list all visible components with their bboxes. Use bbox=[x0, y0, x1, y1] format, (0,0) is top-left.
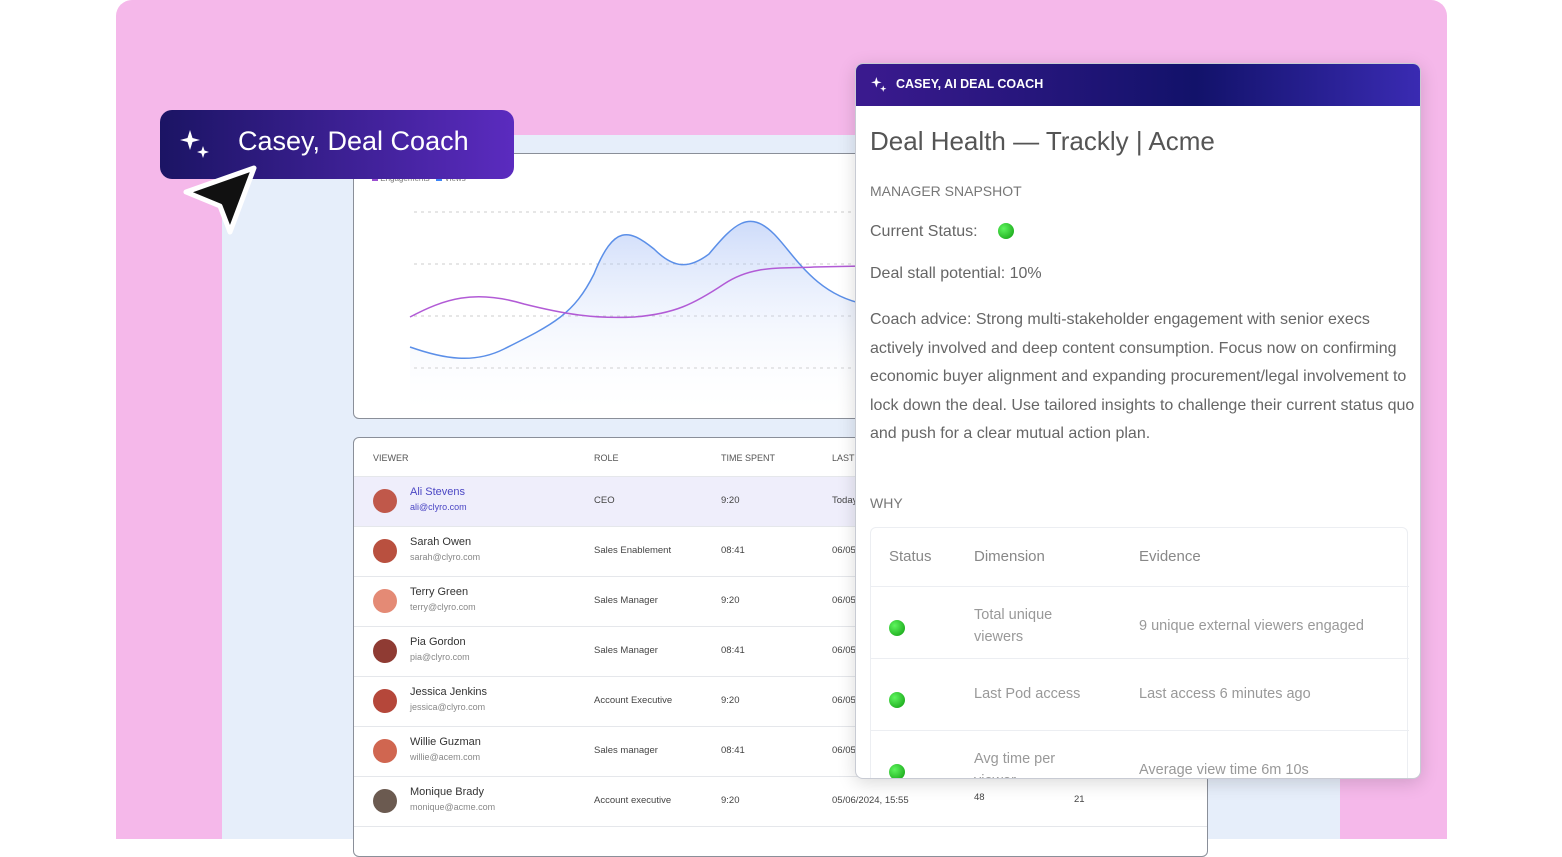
panel-header: CASEY, AI DEAL COACH bbox=[856, 64, 1420, 106]
role: Sales manager bbox=[594, 745, 658, 756]
avatar bbox=[373, 489, 397, 513]
cursor bbox=[183, 165, 257, 235]
role: Account executive bbox=[594, 795, 672, 806]
why-label: WHY bbox=[870, 495, 903, 511]
why-header: Status bbox=[889, 548, 932, 565]
role: Sales Enablement bbox=[594, 545, 672, 556]
status-dot bbox=[998, 223, 1014, 239]
why-row: Avg time per viewer Average view time 6m … bbox=[871, 730, 1409, 778]
status-label: Current Status: bbox=[870, 223, 978, 240]
avatar bbox=[373, 739, 397, 763]
why-header: Dimension bbox=[974, 548, 1045, 565]
viewer-email: sarah@clyro.com bbox=[410, 552, 481, 562]
last-viewed: 05/06/2024, 15:55 bbox=[832, 795, 909, 806]
table-row: Willie Guzman willie@acem.com Sales manage… bbox=[354, 726, 1207, 776]
avatar bbox=[373, 539, 397, 563]
sparkle-icon bbox=[871, 77, 887, 92]
column-header: TIME SPENT bbox=[721, 453, 776, 463]
viewer-name: Monique Brady bbox=[410, 786, 484, 798]
section-label: MANAGER SNAPSHOT bbox=[870, 183, 1022, 199]
time-spent: 9:20 bbox=[721, 595, 740, 606]
viewer-email: terry@clyro.com bbox=[410, 602, 476, 612]
why-table: Status Dimension Evidence Total unique view… bbox=[870, 527, 1409, 778]
viewer-name: Ali Stevens bbox=[410, 486, 466, 498]
evidence: 9 unique external viewers engaged bbox=[1139, 618, 1364, 634]
badge-label: Casey, Deal Coach bbox=[238, 126, 469, 156]
table-row: Jessica Jenkins jessica@clyro.com Account … bbox=[354, 676, 1207, 726]
role: Sales Manager bbox=[594, 595, 658, 606]
dimension: Last Pod access bbox=[974, 686, 1081, 702]
viewer-name: Terry Green bbox=[410, 586, 469, 598]
time-spent: 9:20 bbox=[721, 495, 740, 506]
dimension: Avg time per viewer bbox=[974, 751, 1056, 778]
status-dot bbox=[889, 692, 905, 708]
why-row: Last Pod access Last access 6 minutes ago bbox=[871, 658, 1409, 730]
viewer-email: monique@acme.com bbox=[410, 802, 496, 812]
advice: Coach advice: Strong multi-stakeholder e… bbox=[870, 311, 1415, 442]
chart-card: Engagements Views bbox=[353, 153, 873, 420]
viewer-name: Pia Gordon bbox=[410, 636, 466, 648]
avatar bbox=[373, 639, 397, 663]
table-row: Pia Gordon pia@clyro.com Sales Manager 08:4… bbox=[354, 626, 1207, 676]
avatar bbox=[373, 589, 397, 613]
column-header: ROLE bbox=[594, 453, 619, 463]
coach-panel: CASEY, AI DEAL COACH Deal Health — Track… bbox=[855, 63, 1421, 779]
evidence: Average view time 6m 10s bbox=[1139, 762, 1309, 778]
time-spent: 9:20 bbox=[721, 695, 740, 706]
table-row: Monique Brady monique@acme.com Account exe… bbox=[354, 776, 1207, 826]
why-header: Evidence bbox=[1139, 548, 1201, 565]
evidence: Last access 6 minutes ago bbox=[1139, 686, 1311, 702]
viewer-email: pia@clyro.com bbox=[410, 652, 470, 662]
status-dot bbox=[889, 620, 905, 636]
coach-badge[interactable]: Casey, Deal Coach bbox=[160, 110, 514, 179]
count: 21 bbox=[1074, 794, 1085, 805]
avatar bbox=[373, 789, 397, 813]
viewer-email: jessica@clyro.com bbox=[410, 702, 486, 712]
time-spent: 08:41 bbox=[721, 745, 745, 756]
time-spent: 9:20 bbox=[721, 795, 740, 806]
role: Account Executive bbox=[594, 695, 673, 706]
viewer-name: Jessica Jenkins bbox=[410, 686, 488, 698]
page: Engagements Views VIEWER ROLE TIME SPENT LA… bbox=[116, 0, 1447, 857]
why-row: Total unique viewers 9 unique external vi… bbox=[871, 586, 1409, 658]
role: Sales Manager bbox=[594, 645, 658, 656]
avatar bbox=[373, 689, 397, 713]
count: 48 bbox=[974, 792, 985, 803]
panel-header-text: CASEY, AI DEAL COACH bbox=[896, 77, 1044, 91]
time-spent: 08:41 bbox=[721, 645, 745, 656]
chart-lines bbox=[409, 211, 865, 420]
viewer-email: willie@acem.com bbox=[410, 752, 481, 762]
column-header: LAST bbox=[832, 453, 855, 463]
panel-title: Deal Health — Trackly | Acme bbox=[870, 126, 1215, 156]
time-spent: 08:41 bbox=[721, 545, 745, 556]
stall: Deal stall potential: 10% bbox=[870, 265, 1042, 282]
status-dot bbox=[889, 764, 905, 778]
column-header: VIEWER bbox=[373, 453, 409, 463]
viewer-name: Sarah Owen bbox=[410, 536, 472, 548]
viewer-email: ali@clyro.com bbox=[410, 502, 467, 512]
sparkle-icon bbox=[180, 130, 209, 158]
table-row bbox=[354, 826, 1207, 856]
viewer-name: Willie Guzman bbox=[410, 736, 481, 748]
last-viewed: Today bbox=[832, 495, 858, 506]
dimension: Total unique viewers bbox=[974, 607, 1053, 645]
role: CEO bbox=[594, 495, 615, 506]
